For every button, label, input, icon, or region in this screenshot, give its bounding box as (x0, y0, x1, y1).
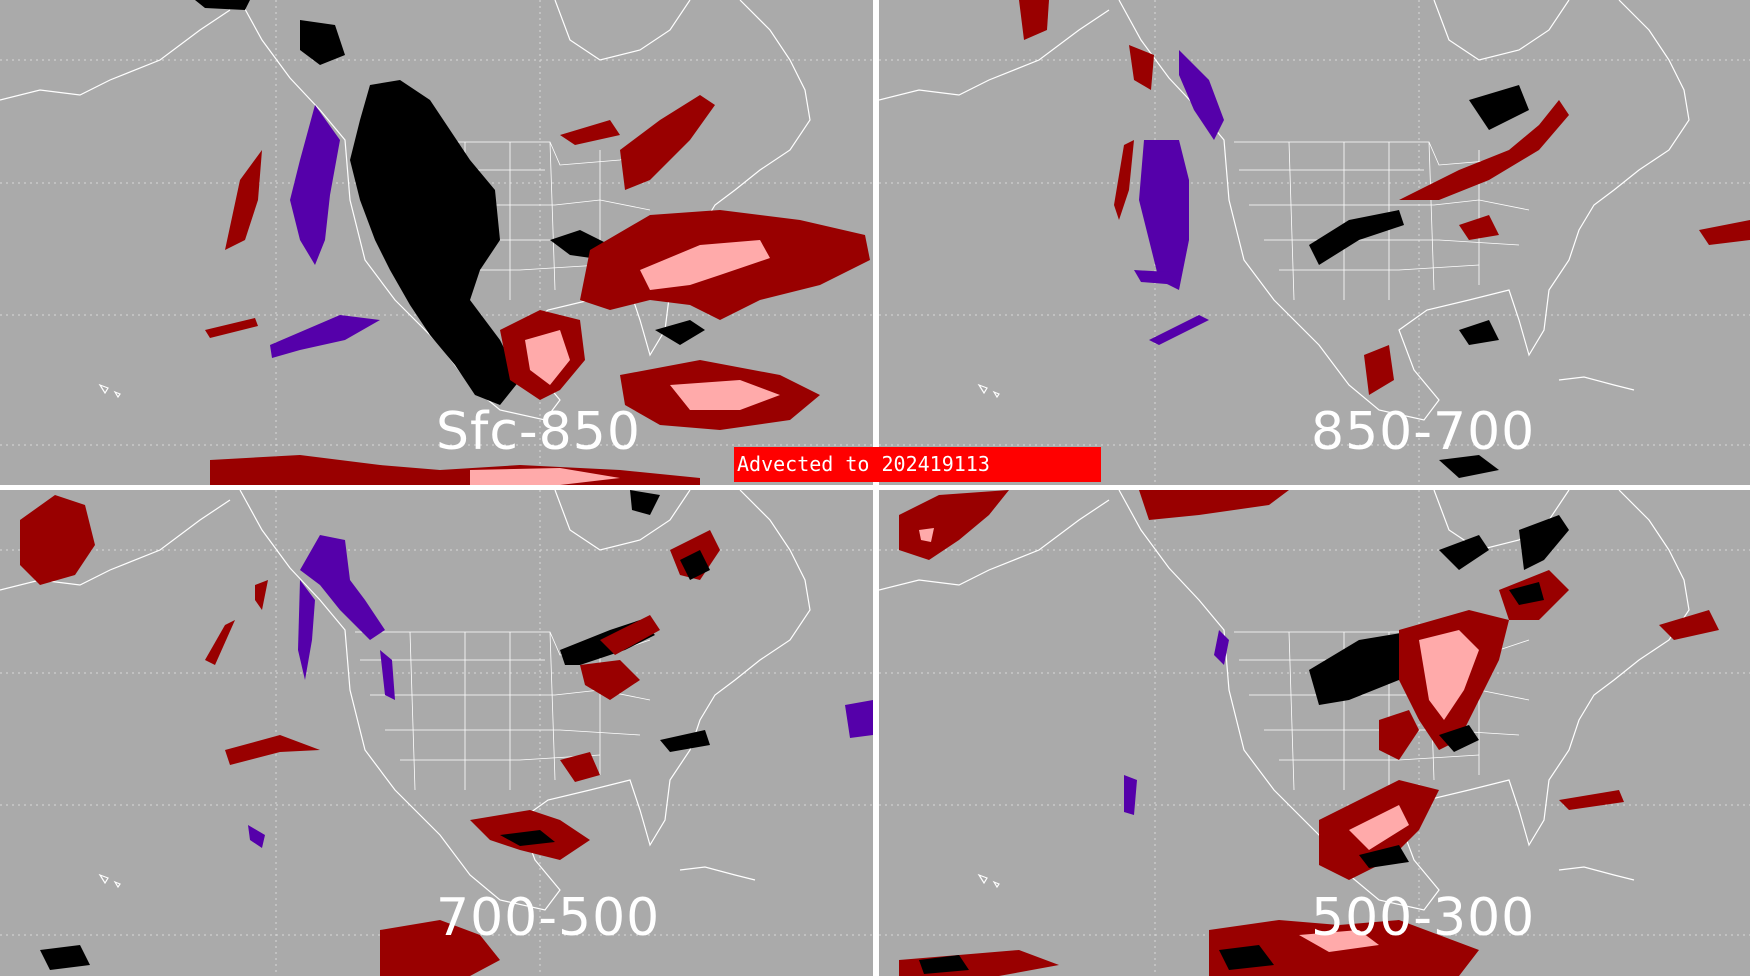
map-850-700 (879, 0, 1750, 485)
layer-label-700-500: 700-500 (436, 888, 661, 948)
advected-time-banner: Advected to 202419113 (734, 447, 1101, 482)
layer-label-500-300: 500-300 (1311, 888, 1536, 948)
map-panel-850-700 (879, 0, 1750, 485)
layer-label-850-700: 850-700 (1311, 402, 1536, 462)
horizontal-divider (0, 485, 1750, 490)
map-500-300 (879, 490, 1750, 976)
map-sfc-850 (0, 0, 873, 485)
map-panel-500-300 (879, 490, 1750, 976)
map-panel-700-500 (0, 490, 873, 976)
state-borders (355, 631, 651, 791)
coastline-outline (879, 490, 1690, 911)
map-700-500 (0, 490, 873, 976)
precip-type-regions (20, 490, 873, 976)
coastline-outline (879, 0, 1690, 421)
map-panel-sfc-850 (0, 0, 873, 485)
precip-type-regions (899, 490, 1719, 976)
precip-type-regions (1019, 0, 1750, 478)
layer-label-sfc-850: Sfc-850 (436, 402, 641, 462)
precip-type-regions (195, 0, 870, 485)
